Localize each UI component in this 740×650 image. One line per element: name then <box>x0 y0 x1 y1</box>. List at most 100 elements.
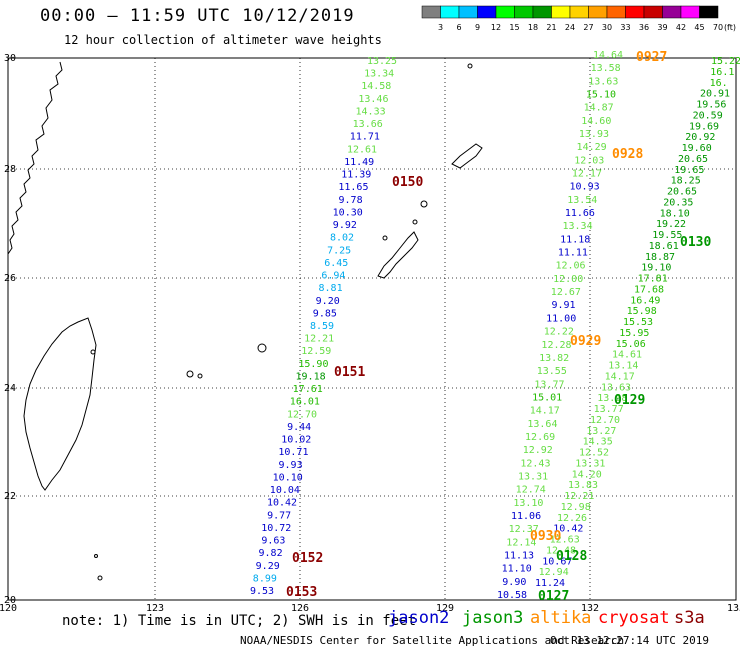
wave-height-value: 18.87 <box>645 252 675 263</box>
wave-height-value: 13.58 <box>591 63 621 74</box>
wave-height-value: 20.65 <box>678 154 708 165</box>
lon-label: 135 <box>727 603 740 614</box>
pass-label-0928: 0928 <box>612 147 643 162</box>
wave-height-value: 12.52 <box>579 448 609 459</box>
wave-height-value: 11.24 <box>535 578 565 589</box>
lon-label: 132 <box>581 603 599 614</box>
wave-height-value: 17.61 <box>293 384 323 395</box>
wave-height-value: 9.63 <box>261 536 285 547</box>
wave-height-value: 9.82 <box>259 548 283 559</box>
wave-height-value: 18.61 <box>649 241 679 252</box>
wave-height-value: 17.81 <box>638 274 668 285</box>
wave-height-value: 12.94 <box>539 567 569 578</box>
colorbar-label: 39 <box>657 23 667 32</box>
wave-height-value: 12.28 <box>541 340 571 351</box>
wave-height-value: 12.67 <box>551 287 581 298</box>
wave-height-value: 14.87 <box>584 103 614 114</box>
wave-height-value: 14.17 <box>605 371 635 382</box>
wave-height-value: 13.64 <box>527 419 557 430</box>
okinawa-island <box>377 231 419 279</box>
colorbar-label: 24 <box>565 23 575 32</box>
longitude-labels: 120 123 126 129 132 135 <box>0 603 740 614</box>
colorbar-label: 42 <box>676 23 686 32</box>
wave-height-value: 15.53 <box>623 317 653 328</box>
wave-height-value: 8.59 <box>310 321 334 332</box>
colorbar-label: 12 <box>491 23 501 32</box>
pass-labels: 0150 0151 0152 0153 0927 0928 0929 0930 0130 0129… <box>286 50 711 604</box>
colorbar-label: 18 <box>528 23 538 32</box>
lat-label: 28 <box>4 164 16 175</box>
pass-label-0929: 0929 <box>570 334 601 349</box>
colorbar-label: 27 <box>583 23 593 32</box>
wave-height-value: 13.34 <box>364 69 394 80</box>
wave-height-value: 14.58 <box>361 81 391 92</box>
legend-s3a: s3a <box>674 608 705 628</box>
wave-height-value: 15.90 <box>298 359 328 370</box>
wave-height-value: 17.68 <box>634 284 664 295</box>
wave-height-value: 15.98 <box>627 306 657 317</box>
wave-height-value: 15.01 <box>532 392 562 403</box>
wave-height-value: 13.93 <box>579 129 609 140</box>
wave-height-value: 12.21 <box>564 491 594 502</box>
wave-height-value: 12.43 <box>520 458 550 469</box>
wave-height-value: 11.71 <box>350 132 380 143</box>
pass-label-0153: 0153 <box>286 585 317 600</box>
wave-height-value: 11.65 <box>338 182 368 193</box>
wave-height-value: 12.98 <box>561 502 591 513</box>
wave-height-value: 8.02 <box>330 233 354 244</box>
wave-height-value: 10.67 <box>542 556 572 567</box>
wave-height-value: 11.66 <box>565 208 595 219</box>
wave-height-value: 19.22 <box>656 219 686 230</box>
wave-height-value: 8.81 <box>319 283 343 294</box>
wave-height-value: 15.95 <box>619 328 649 339</box>
wave-height-value: 19.65 <box>674 165 704 176</box>
pass-label-0151: 0151 <box>334 365 365 380</box>
lon-label: 129 <box>436 603 454 614</box>
map-subtitle: 12 hour collection of altimeter wave hei… <box>64 33 382 47</box>
wave-height-value: 10.93 <box>570 182 600 193</box>
wave-height-value: 13.27 <box>586 426 616 437</box>
colorbar-label: 70 <box>713 23 723 32</box>
wave-height-value: 15.06 <box>616 339 646 350</box>
wave-height-value: 10.71 <box>278 447 308 458</box>
wave-height-value: 12.70 <box>590 415 620 426</box>
wave-height-value: 14.60 <box>581 116 611 127</box>
pass-label-0150: 0150 <box>392 175 423 190</box>
map-title: 00:00 – 11:59 UTC 10/12/2019 <box>40 6 355 26</box>
wave-height-value: 10.42 <box>553 524 583 535</box>
wave-height-value: 14.61 <box>612 350 642 361</box>
wave-height-value: 9.93 <box>279 460 303 471</box>
wave-height-value: 13.77 <box>534 379 564 390</box>
legend-cryosat: cryosat <box>598 608 670 628</box>
wave-height-value: 9.44 <box>287 422 311 433</box>
wave-height-value: 12.00 <box>553 274 583 285</box>
wave-height-value: 13.31 <box>575 458 605 469</box>
wave-height-value: 10.04 <box>270 485 300 496</box>
wave-height-value: 19.18 <box>296 371 326 382</box>
wave-height-value: 13.83 <box>568 480 598 491</box>
wave-height-value: 7.25 <box>327 245 351 256</box>
wave-height-value: 12.61 <box>347 144 377 155</box>
lon-label: 126 <box>291 603 309 614</box>
altimeter-tracks: 13.2513.3414.5813.4614.3313.6611.7112.61… <box>250 50 740 601</box>
wave-height-value: 13.31 <box>518 471 548 482</box>
wave-height-value: 18.10 <box>660 208 690 219</box>
colorbar-label: 36 <box>639 23 649 32</box>
wave-height-value: 19.10 <box>641 263 671 274</box>
wave-height-value: 10.30 <box>333 207 363 218</box>
wave-height-value: 13.38 <box>597 393 627 404</box>
colorbar-label: 45 <box>694 23 704 32</box>
wave-height-value: 12.74 <box>516 485 546 496</box>
wave-height-value: 9.85 <box>313 308 337 319</box>
wave-height-value: 19.55 <box>652 230 682 241</box>
wave-height-value: 12.22 <box>544 327 574 338</box>
wave-height-value: 20.92 <box>685 132 715 143</box>
wave-height-value: 12.69 <box>525 432 555 443</box>
wave-height-value: 12.06 <box>555 261 585 272</box>
wave-height-colorbar: 3 6 9 12 15 18 21 24 27 30 33 36 39 42 45 70 (ft) <box>421 5 736 32</box>
wave-height-value: 13.14 <box>608 361 638 372</box>
wave-height-value: 12.70 <box>287 409 317 420</box>
footer-note: note: 1) Time is in UTC; 2) SWH is in fe… <box>62 613 417 629</box>
plot-frame <box>7 57 737 601</box>
